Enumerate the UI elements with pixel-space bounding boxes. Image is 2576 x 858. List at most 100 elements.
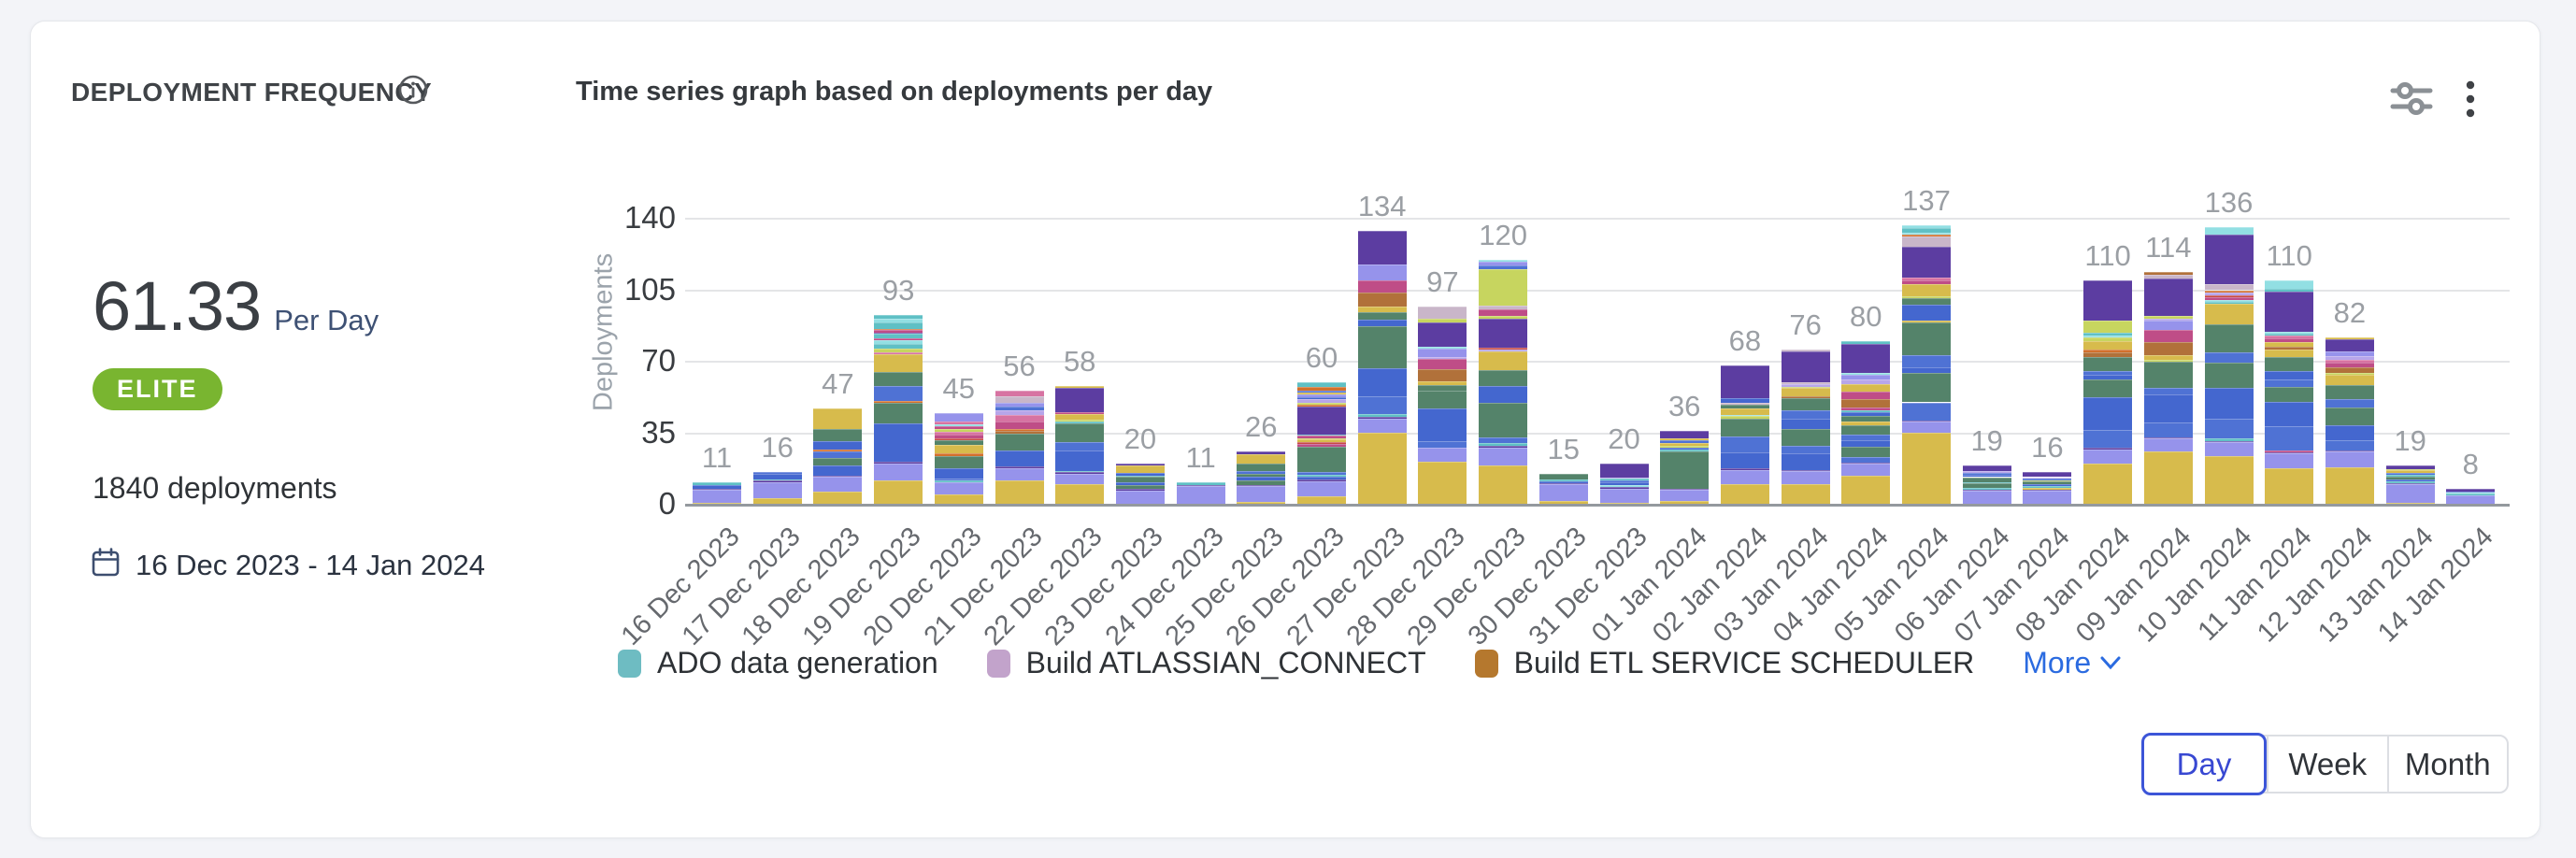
bar-segment[interactable]: [1115, 489, 1165, 491]
bar-segment[interactable]: [2143, 355, 2193, 360]
bar-segment[interactable]: [1781, 388, 1830, 397]
bar-segment[interactable]: [2204, 438, 2254, 441]
bar-segment[interactable]: [1962, 481, 2011, 484]
bar-segment[interactable]: [1781, 381, 1830, 385]
bar-segment[interactable]: [2325, 450, 2374, 452]
bar-segment[interactable]: [1660, 488, 1710, 490]
bar-28 Dec 2023[interactable]: [1418, 306, 1467, 505]
bar-segment[interactable]: [995, 429, 1044, 432]
bar-segment[interactable]: [2143, 436, 2193, 438]
bar-segment[interactable]: [995, 422, 1044, 430]
bar-segment[interactable]: [934, 452, 983, 456]
bar-segment[interactable]: [1297, 439, 1346, 442]
bar-segment[interactable]: [1962, 483, 2011, 488]
bar-09 Jan 2024[interactable]: [2143, 271, 2193, 505]
bar-segment[interactable]: [1841, 415, 1891, 422]
bar-segment[interactable]: [693, 488, 741, 490]
bar-segment[interactable]: [1237, 484, 1286, 486]
bar-20 Dec 2023[interactable]: [934, 412, 983, 505]
bar-segment[interactable]: [934, 467, 983, 479]
bar-segment[interactable]: [1841, 422, 1891, 425]
bar-segment[interactable]: [2385, 502, 2435, 505]
bar-segment[interactable]: [934, 422, 983, 425]
bar-segment[interactable]: [1479, 259, 1528, 262]
bar-segment[interactable]: [1841, 476, 1891, 505]
bar-segment[interactable]: [2265, 401, 2314, 426]
bar-10 Jan 2024[interactable]: [2204, 226, 2254, 505]
bar-segment[interactable]: [934, 494, 983, 505]
bar-segment[interactable]: [1962, 465, 2011, 471]
bar-segment[interactable]: [2083, 349, 2133, 353]
bar-segment[interactable]: [1660, 450, 1710, 452]
bar-segment[interactable]: [1237, 479, 1286, 485]
bar-segment[interactable]: [1297, 407, 1346, 435]
bar-segment[interactable]: [1781, 386, 1830, 389]
bar-segment[interactable]: [995, 434, 1044, 450]
bar-segment[interactable]: [2265, 291, 2314, 333]
bar-segment[interactable]: [752, 498, 802, 505]
bar-segment[interactable]: [1297, 444, 1346, 447]
bar-segment[interactable]: [1720, 365, 1769, 399]
bar-segment[interactable]: [1599, 479, 1649, 482]
bar-segment[interactable]: [1720, 416, 1769, 419]
bar-segment[interactable]: [2325, 399, 2374, 408]
bar-segment[interactable]: [1297, 381, 1346, 388]
bar-segment[interactable]: [2385, 483, 2435, 485]
bar-segment[interactable]: [1297, 402, 1346, 405]
bar-segment[interactable]: [2083, 279, 2133, 322]
bar-segment[interactable]: [1902, 402, 1951, 422]
bar-segment[interactable]: [2204, 418, 2254, 439]
bar-segment[interactable]: [2265, 349, 2314, 357]
bar-segment[interactable]: [2265, 346, 2314, 350]
bar-segment[interactable]: [1902, 235, 1951, 237]
bar-segment[interactable]: [1841, 464, 1891, 477]
bar-segment[interactable]: [2265, 379, 2314, 388]
bar-segment[interactable]: [1720, 484, 1769, 505]
bar-segment[interactable]: [2143, 319, 2193, 322]
bar-segment[interactable]: [2023, 472, 2072, 478]
bar-segment[interactable]: [2265, 425, 2314, 451]
bar-segment[interactable]: [874, 479, 923, 505]
bar-segment[interactable]: [1357, 414, 1407, 417]
bar-segment[interactable]: [1720, 436, 1769, 452]
bar-segment[interactable]: [1357, 418, 1407, 434]
bar-segment[interactable]: [1841, 456, 1891, 464]
bar-segment[interactable]: [1479, 402, 1528, 437]
bar-segment[interactable]: [995, 467, 1044, 480]
bar-segment[interactable]: [1418, 319, 1467, 323]
bar-segment[interactable]: [2143, 271, 2193, 276]
bar-segment[interactable]: [1599, 481, 1649, 486]
bar-segment[interactable]: [2385, 484, 2435, 503]
bar-segment[interactable]: [1176, 486, 1225, 504]
bar-segment[interactable]: [874, 319, 923, 323]
bar-segment[interactable]: [2265, 370, 2314, 379]
bar-segment[interactable]: [1538, 474, 1588, 480]
bar-segment[interactable]: [1357, 231, 1407, 265]
bar-segment[interactable]: [874, 351, 923, 355]
bar-segment[interactable]: [1841, 446, 1891, 457]
bar-segment[interactable]: [2385, 473, 2435, 476]
bar-segment[interactable]: [874, 462, 923, 465]
bar-segment[interactable]: [1418, 368, 1467, 381]
bar-segment[interactable]: [1841, 344, 1891, 374]
bar-segment[interactable]: [1902, 304, 1951, 322]
bar-segment[interactable]: [2023, 487, 2072, 490]
bar-segment[interactable]: [2023, 479, 2072, 482]
bar-segment[interactable]: [1297, 475, 1346, 478]
bar-segment[interactable]: [2143, 359, 2193, 362]
bar-segment[interactable]: [2385, 479, 2435, 482]
bar-segment[interactable]: [874, 322, 923, 329]
bar-segment[interactable]: [934, 437, 983, 440]
bar-segment[interactable]: [995, 410, 1044, 415]
bar-06 Jan 2024[interactable]: [1962, 465, 2011, 505]
bar-segment[interactable]: [995, 431, 1044, 435]
bar-segment[interactable]: [2023, 477, 2072, 479]
bar-segment[interactable]: [1902, 283, 1951, 296]
bar-segment[interactable]: [1902, 322, 1951, 356]
bar-segment[interactable]: [1055, 414, 1105, 420]
bar-segment[interactable]: [874, 340, 923, 344]
bar-segment[interactable]: [2204, 297, 2254, 301]
bar-segment[interactable]: [1297, 436, 1346, 438]
bar-segment[interactable]: [2083, 464, 2133, 505]
bar-segment[interactable]: [2143, 437, 2193, 452]
